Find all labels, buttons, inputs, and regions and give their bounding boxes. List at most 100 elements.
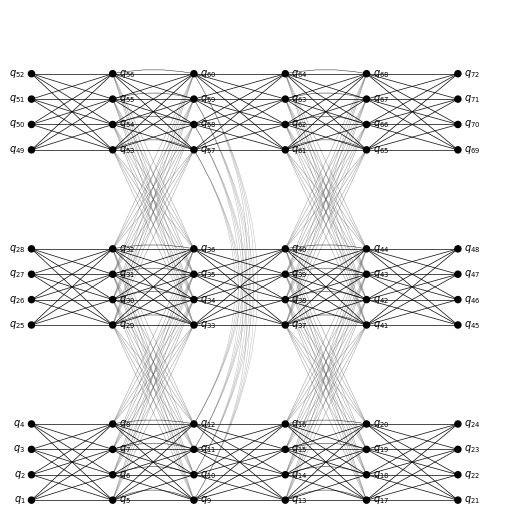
Circle shape [282,497,288,503]
Circle shape [110,246,116,252]
Circle shape [191,246,197,252]
Text: $q_{24}$: $q_{24}$ [464,418,481,430]
Text: $q_{47}$: $q_{47}$ [464,268,480,280]
FancyArrowPatch shape [115,490,191,499]
FancyArrowPatch shape [196,76,258,498]
Text: $q_{53}$: $q_{53}$ [119,144,135,156]
Circle shape [282,297,288,303]
Circle shape [191,421,197,427]
Text: $q_{15}$: $q_{15}$ [292,443,308,455]
Circle shape [110,447,116,452]
Circle shape [455,297,461,303]
Text: $q_{32}$: $q_{32}$ [119,243,135,255]
FancyArrowPatch shape [288,93,364,98]
Text: $q_{56}$: $q_{56}$ [119,68,135,80]
Text: $q_{19}$: $q_{19}$ [373,443,389,455]
Text: $q_{8}$: $q_{8}$ [119,418,131,430]
Circle shape [29,472,34,478]
Text: $q_{67}$: $q_{67}$ [373,93,389,105]
Text: $q_{35}$: $q_{35}$ [200,268,216,280]
FancyArrowPatch shape [196,152,235,422]
Circle shape [282,472,288,478]
FancyArrowPatch shape [288,443,364,449]
Text: $q_{18}$: $q_{18}$ [373,469,389,481]
Circle shape [455,271,461,277]
FancyArrowPatch shape [288,315,364,324]
FancyArrowPatch shape [196,152,239,447]
Text: $q_{45}$: $q_{45}$ [464,319,480,331]
Text: $q_{30}$: $q_{30}$ [119,294,135,306]
Text: $q_{69}$: $q_{69}$ [464,144,480,156]
Text: $q_{40}$: $q_{40}$ [292,243,308,255]
Circle shape [455,96,461,102]
FancyArrowPatch shape [116,268,191,274]
Circle shape [29,271,34,277]
FancyArrowPatch shape [116,93,191,98]
FancyArrowPatch shape [115,315,191,324]
FancyArrowPatch shape [196,127,250,498]
FancyArrowPatch shape [116,292,191,298]
Circle shape [29,147,34,153]
Circle shape [191,271,197,277]
Text: $q_{1}$: $q_{1}$ [14,494,25,506]
Text: $q_{63}$: $q_{63}$ [292,93,308,105]
Text: $q_{39}$: $q_{39}$ [292,268,308,280]
Circle shape [455,497,461,503]
Circle shape [364,421,369,427]
Circle shape [191,70,197,77]
Text: $q_{66}$: $q_{66}$ [373,119,389,131]
Circle shape [191,147,197,153]
Circle shape [282,70,288,77]
Text: $q_{23}$: $q_{23}$ [464,443,480,455]
Text: $q_{58}$: $q_{58}$ [200,119,216,131]
Circle shape [110,147,116,153]
FancyArrowPatch shape [196,127,243,447]
Circle shape [455,246,461,252]
Text: $q_{33}$: $q_{33}$ [200,319,216,331]
Text: $q_{21}$: $q_{21}$ [464,494,480,506]
Circle shape [29,246,34,252]
Text: $q_{16}$: $q_{16}$ [292,418,308,430]
Circle shape [110,421,116,427]
Circle shape [110,497,116,503]
Text: $q_{70}$: $q_{70}$ [464,119,480,131]
Text: $q_{68}$: $q_{68}$ [373,68,389,80]
Text: $q_{54}$: $q_{54}$ [119,119,135,131]
FancyArrowPatch shape [116,245,191,248]
Text: $q_{13}$: $q_{13}$ [292,494,308,506]
Circle shape [110,121,116,127]
Text: $q_{48}$: $q_{48}$ [464,243,480,255]
Text: $q_{36}$: $q_{36}$ [200,243,216,255]
Text: $q_{7}$: $q_{7}$ [119,443,131,455]
FancyArrowPatch shape [116,443,191,449]
Circle shape [455,472,461,478]
Circle shape [282,271,288,277]
FancyArrowPatch shape [196,127,239,422]
FancyArrowPatch shape [115,140,191,149]
Circle shape [364,271,369,277]
Circle shape [191,322,197,328]
Circle shape [29,96,34,102]
Text: $q_{42}$: $q_{42}$ [373,294,388,306]
Text: $q_{29}$: $q_{29}$ [119,319,135,331]
Circle shape [29,70,34,77]
Text: $q_{9}$: $q_{9}$ [200,494,212,506]
Text: $q_{71}$: $q_{71}$ [464,93,480,105]
Text: $q_{25}$: $q_{25}$ [9,319,25,331]
Text: $q_{38}$: $q_{38}$ [292,294,308,306]
Text: $q_{43}$: $q_{43}$ [373,268,389,280]
Text: $q_{44}$: $q_{44}$ [373,243,389,255]
Circle shape [282,447,288,452]
Circle shape [455,421,461,427]
FancyArrowPatch shape [288,490,364,499]
Text: $q_{49}$: $q_{49}$ [9,144,25,156]
Text: $q_{22}$: $q_{22}$ [464,469,480,481]
Text: $q_{28}$: $q_{28}$ [9,243,25,255]
Circle shape [455,147,461,153]
Circle shape [29,322,34,328]
Circle shape [29,121,34,127]
FancyArrowPatch shape [288,420,364,423]
Circle shape [364,147,369,153]
Text: $q_{65}$: $q_{65}$ [373,144,389,156]
Circle shape [455,447,461,452]
